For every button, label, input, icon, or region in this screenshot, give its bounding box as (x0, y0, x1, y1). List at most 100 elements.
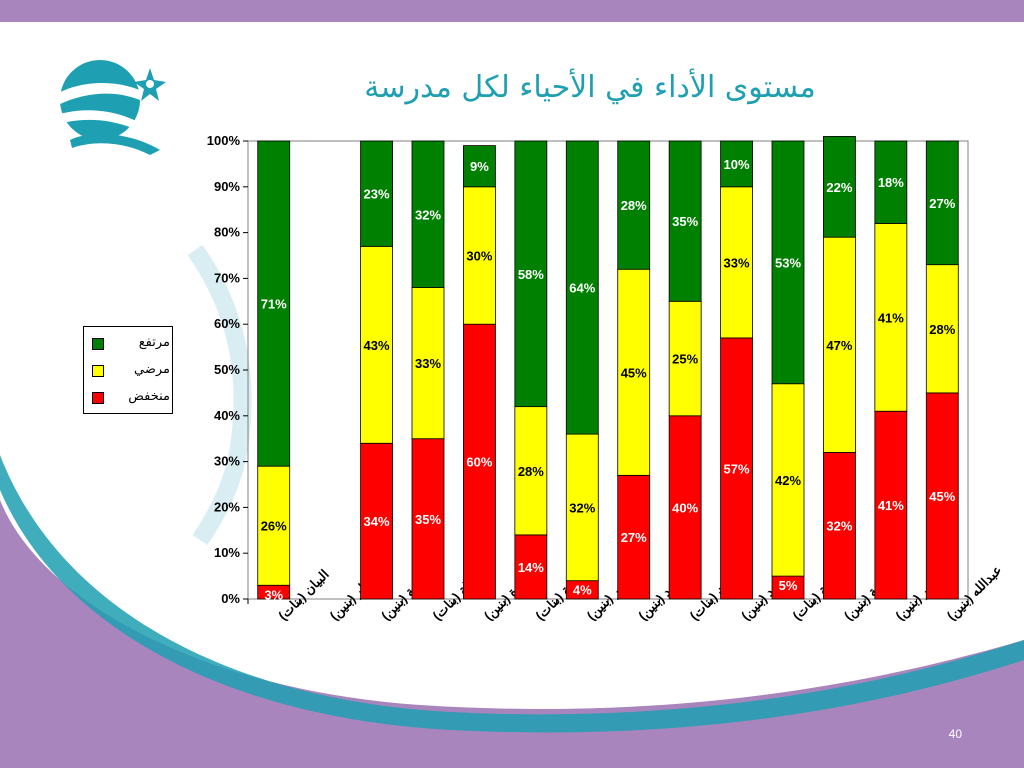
bar-segment (360, 245, 393, 444)
chart-legend: مرتفع مرضي منخفض (83, 326, 173, 414)
bar-segment (823, 136, 856, 238)
data-label: 18% (878, 175, 904, 190)
data-label: 27% (929, 196, 955, 211)
bar-segment (463, 323, 496, 600)
top-band (0, 0, 1024, 22)
legend-label-high: مرتفع (138, 335, 170, 350)
legend-item-high: مرتفع (92, 335, 170, 353)
bar-segment (360, 140, 393, 247)
data-label: 71% (261, 297, 287, 312)
bar-segment (257, 140, 291, 467)
legend-swatch-medium (92, 365, 104, 377)
data-label: 22% (826, 180, 852, 195)
data-label: 43% (364, 338, 390, 353)
legend-swatch-low (92, 392, 104, 404)
data-label: 5% (779, 578, 798, 593)
data-label: 58% (518, 267, 544, 282)
data-label: 25% (672, 352, 698, 367)
slide-title: مستوى الأداء في الأحياء لكل مدرسة (364, 70, 816, 105)
data-label: 64% (569, 281, 595, 296)
data-label: 28% (621, 198, 647, 213)
plot-area (247, 140, 969, 600)
bar-segment (617, 268, 651, 476)
data-label: 53% (775, 255, 801, 270)
y-tick-label: 60% (214, 316, 240, 331)
bar-segment (771, 140, 805, 385)
data-label: 32% (826, 519, 852, 534)
bar-segment (617, 140, 651, 270)
bar-segment (668, 140, 702, 302)
data-label: 27% (621, 530, 647, 545)
bar-segment (257, 465, 291, 586)
bar-segment (411, 140, 445, 288)
bar-segment (411, 287, 445, 440)
decorative-arc (187, 244, 252, 545)
data-label: 10% (724, 157, 750, 172)
bar-segment (565, 433, 599, 582)
data-label: 45% (621, 365, 647, 380)
bar-segment (771, 383, 805, 577)
y-tick-label: 80% (214, 225, 240, 240)
data-label: 30% (466, 249, 492, 264)
data-label: 45% (929, 489, 955, 504)
legend-swatch-high (92, 338, 104, 350)
bar-segment (925, 392, 959, 600)
data-label: 60% (466, 455, 492, 470)
bar-segment (668, 415, 702, 600)
bar-segment (617, 474, 651, 600)
bar-segment (925, 264, 959, 394)
data-label: 28% (929, 322, 955, 337)
data-label: 28% (518, 464, 544, 479)
bar-segment (514, 406, 548, 536)
legend-item-low: منخفض (92, 389, 170, 407)
bar-segment (514, 140, 548, 408)
data-label: 32% (415, 207, 441, 222)
y-tick-label: 40% (214, 408, 240, 423)
bar-segment (565, 140, 599, 435)
bar-segment (874, 223, 908, 412)
data-label: 41% (878, 310, 904, 325)
y-tick-label: 70% (214, 270, 240, 285)
y-tick-label: 30% (214, 454, 240, 469)
legend-item-medium: مرضي (92, 362, 170, 380)
legend-label-low: منخفض (128, 389, 170, 404)
data-label: 34% (364, 514, 390, 529)
bar-segment (720, 186, 753, 339)
y-tick-label: 0% (221, 591, 240, 606)
page-number: 40 (948, 727, 962, 741)
bar-segment (720, 337, 753, 600)
data-label: 23% (364, 187, 390, 202)
data-label: 14% (518, 560, 544, 575)
legend-label-medium: مرضي (133, 362, 170, 377)
data-label: 57% (724, 461, 750, 476)
data-label: 4% (573, 583, 592, 598)
y-tick-label: 10% (214, 545, 240, 560)
bar-segment (514, 534, 548, 600)
bar-segment (874, 140, 908, 224)
data-label: 35% (672, 214, 698, 229)
data-label: 9% (470, 159, 489, 174)
y-tick-label: 20% (214, 499, 240, 514)
data-label: 3% (264, 587, 283, 602)
bar-segment (874, 410, 908, 600)
data-label: 32% (569, 500, 595, 515)
data-label: 33% (415, 356, 441, 371)
y-tick-label: 100% (207, 133, 241, 148)
y-tick-label: 90% (214, 179, 240, 194)
y-tick-label: 50% (214, 362, 240, 377)
bar-segment (823, 236, 856, 453)
data-label: 26% (261, 519, 287, 534)
data-label: 40% (672, 500, 698, 515)
data-label: 47% (826, 338, 852, 353)
bar-segment (925, 140, 959, 266)
bar-segment (463, 145, 496, 188)
data-label: 41% (878, 498, 904, 513)
logo-icon (48, 60, 166, 155)
data-label: 35% (415, 512, 441, 527)
data-label: 33% (724, 255, 750, 270)
data-label: 42% (775, 473, 801, 488)
bar-segment (720, 140, 753, 188)
